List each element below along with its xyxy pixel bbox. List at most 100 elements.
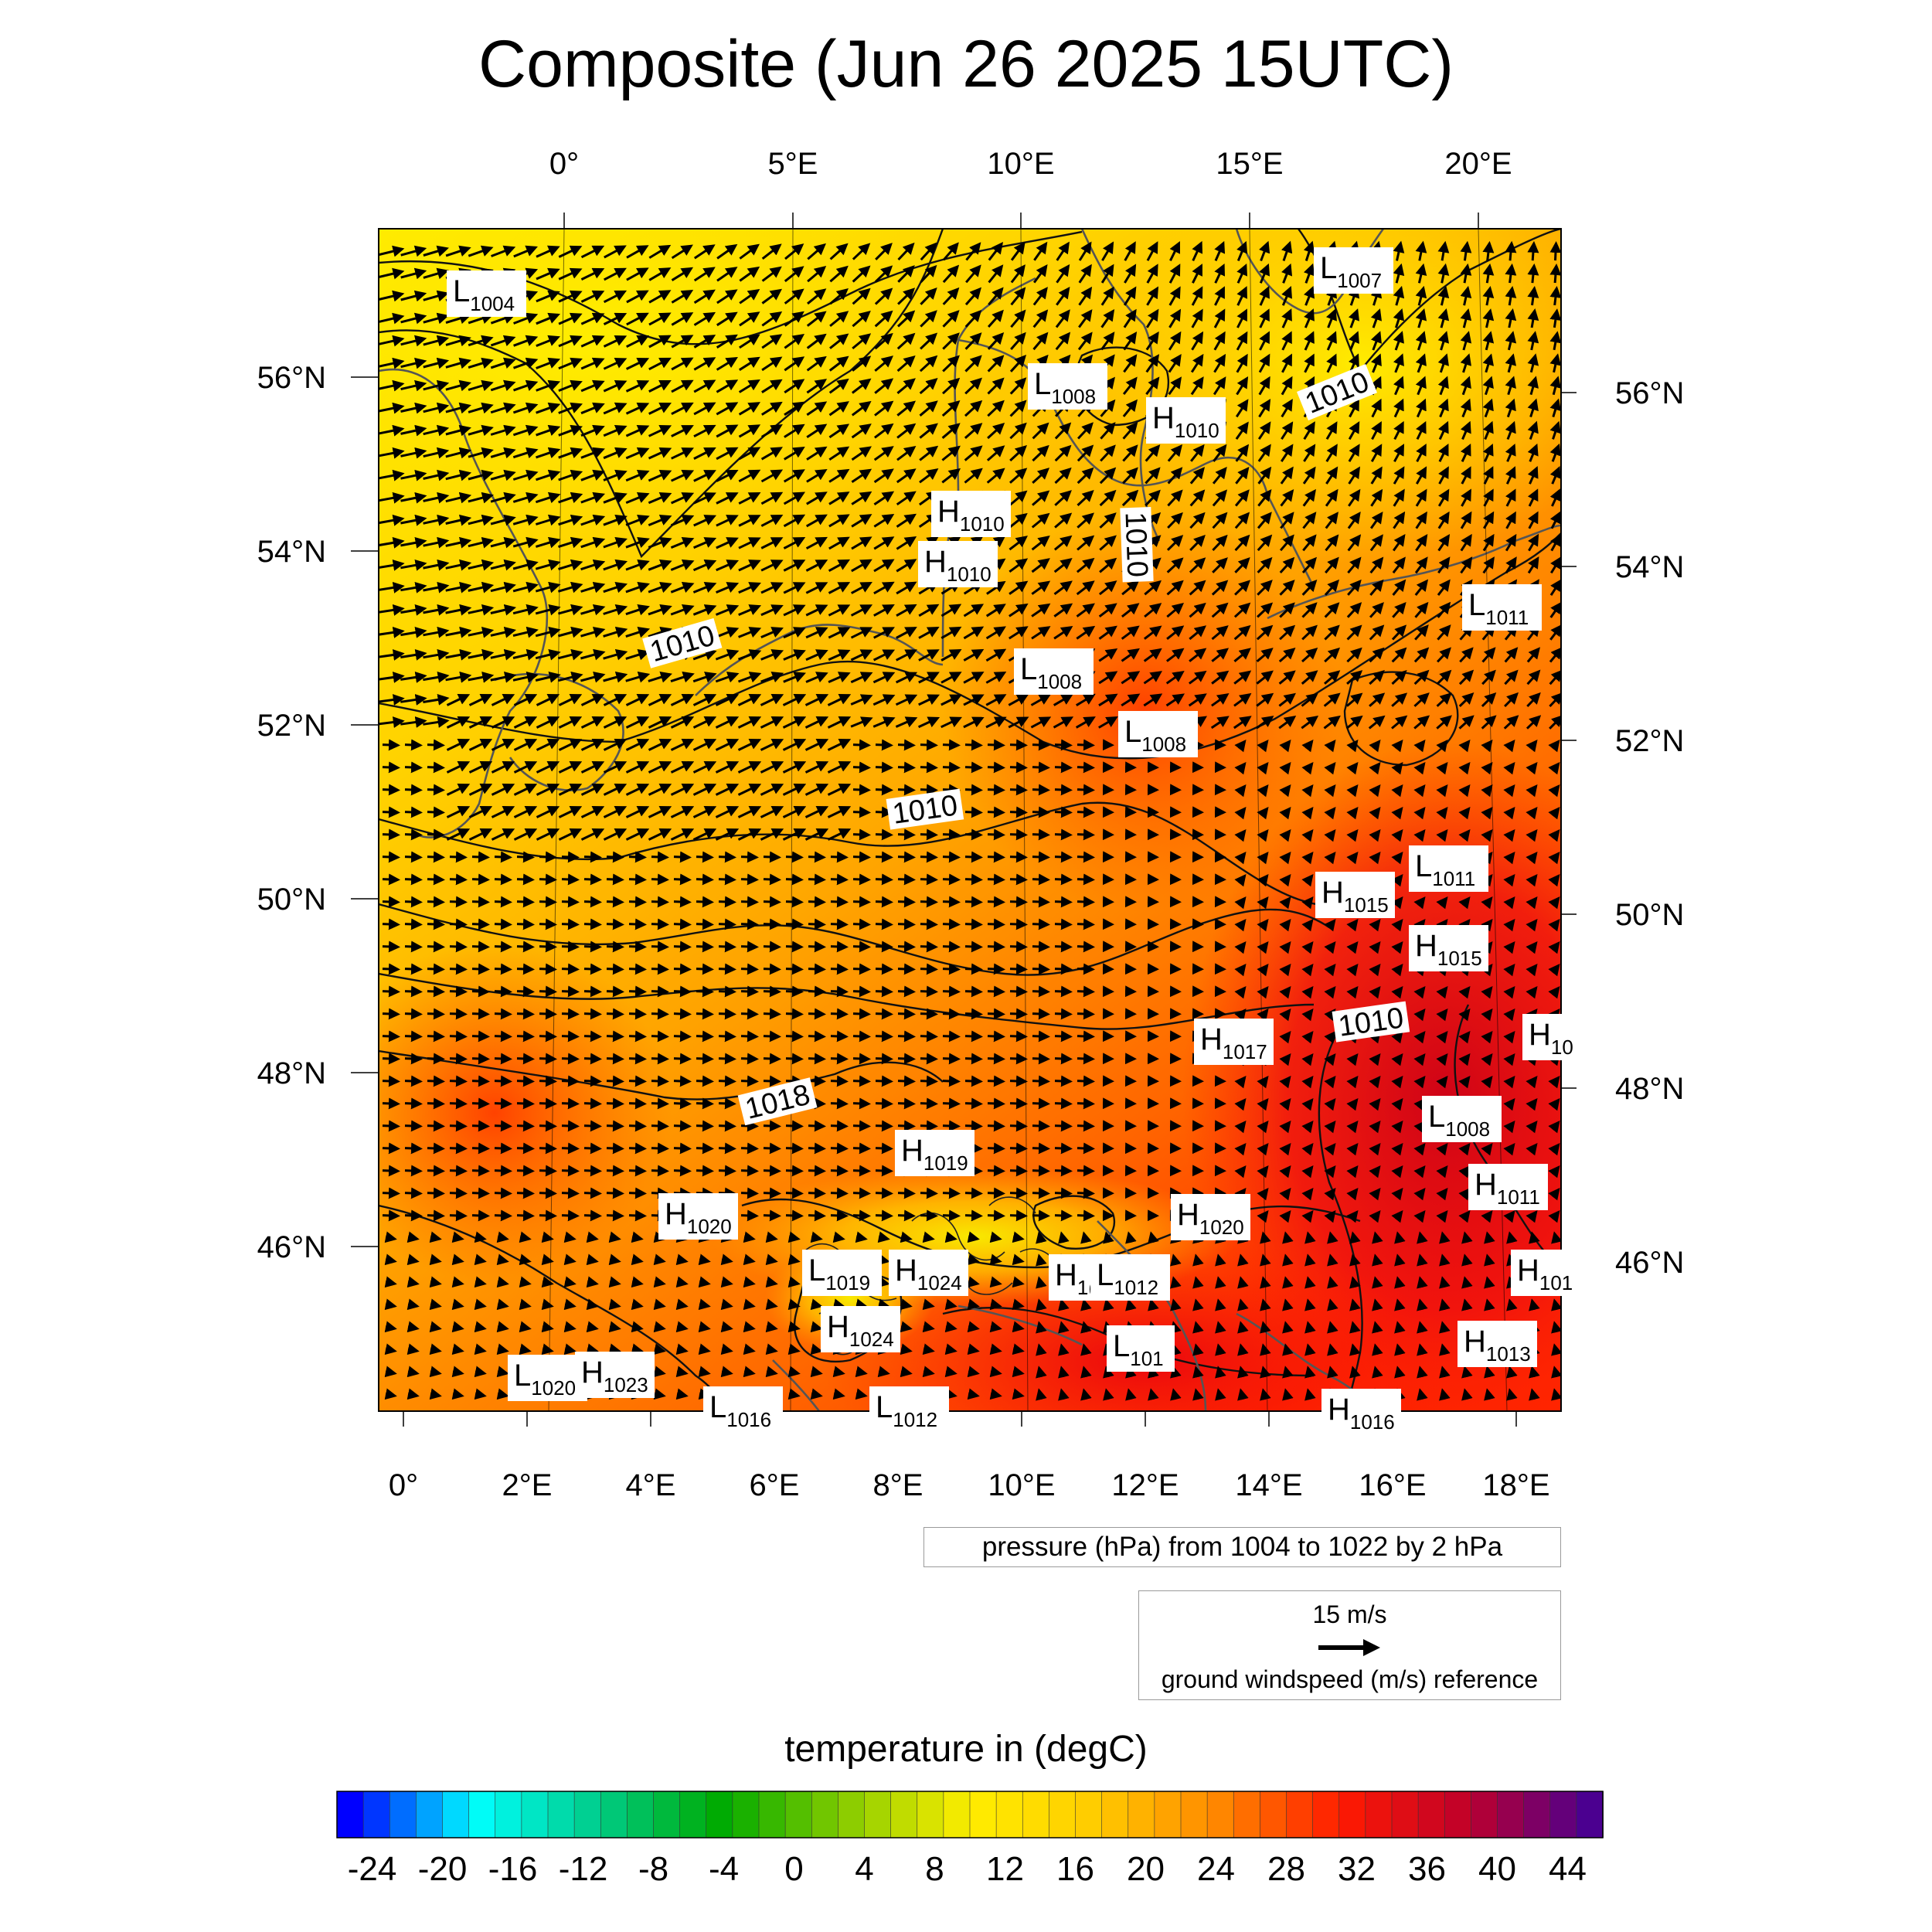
wind-arrow <box>1168 264 1181 284</box>
wind-arrow <box>1032 1008 1050 1020</box>
wind-arrow <box>785 1030 804 1043</box>
wind-arrow <box>651 1075 669 1087</box>
wind-arrow <box>964 1120 983 1132</box>
wind-arrow <box>427 1053 445 1065</box>
wind-arrow <box>494 1053 512 1065</box>
bottom-axis: 0° 2°E 4°E 6°E 8°E 10°E 12°E 14°E 16°E 1… <box>389 1468 1550 1502</box>
wind-arrow <box>423 267 449 280</box>
wind-arrow <box>693 447 716 460</box>
wind-arrow <box>512 424 539 437</box>
wind-arrow <box>942 1030 961 1043</box>
wind-arrow <box>1326 353 1337 373</box>
wind-arrow <box>874 287 893 305</box>
wind-arrow <box>404 896 423 908</box>
wind-arrow <box>1054 963 1073 975</box>
wind-arrow <box>964 784 983 796</box>
wind-arrow <box>1100 332 1115 351</box>
wind-arrow <box>400 447 427 459</box>
wind-arrow <box>1077 896 1095 908</box>
wind-arrow <box>539 1165 557 1177</box>
wind-arrow <box>942 310 960 328</box>
wind-arrow <box>673 1120 692 1132</box>
wind-arrow <box>400 290 427 302</box>
wind-arrow <box>449 1165 468 1177</box>
bottom-axis-label: 16°E <box>1359 1468 1426 1502</box>
wind-arrow <box>760 447 783 461</box>
wind-arrow <box>829 311 849 328</box>
wind-arrow <box>628 1142 647 1155</box>
pressure-center-value: 1015 <box>1437 947 1482 970</box>
wind-arrow <box>1393 376 1404 396</box>
wind-arrow <box>583 918 602 930</box>
wind-arrow <box>606 1120 624 1132</box>
wind-arrow <box>382 1075 400 1087</box>
wind-arrow <box>427 1165 445 1177</box>
wind-arrow <box>830 918 849 930</box>
wind-arrow <box>1032 963 1050 975</box>
wind-arrow <box>539 1187 557 1199</box>
wind-arrow <box>1505 420 1516 440</box>
wind-arrow <box>427 896 445 908</box>
colorbar-bin <box>1576 1791 1604 1838</box>
wind-arrow <box>1303 240 1315 261</box>
pressure-center-value: 1010 <box>960 512 1005 536</box>
pressure-center-value: 1020 <box>1199 1216 1244 1239</box>
wind-arrow <box>471 896 490 908</box>
wind-arrow <box>851 446 872 461</box>
wind-arrow <box>427 918 445 930</box>
wind-arrow <box>1437 240 1450 261</box>
wind-arrow <box>830 963 849 975</box>
wind-arrow <box>449 896 468 908</box>
wind-arrow <box>648 335 672 349</box>
wind-arrow <box>1169 241 1180 261</box>
wind-arrow <box>740 851 759 863</box>
wind-arrow <box>784 266 804 283</box>
wind-arrow <box>920 896 938 908</box>
wind-arrow <box>897 1008 916 1020</box>
page-title: Composite (Jun 26 2025 15UTC) <box>478 27 1454 101</box>
wind-arrow <box>696 1030 714 1043</box>
wind-arrow <box>852 784 871 796</box>
wind-arrow <box>828 378 849 394</box>
wind-arrow <box>920 761 938 774</box>
wind-arrow <box>875 1053 893 1065</box>
wind-arrow <box>693 424 716 438</box>
wind-arrow <box>423 335 450 347</box>
wind-arrow <box>942 1120 961 1132</box>
wind-arrow <box>494 1120 512 1132</box>
wind-arrow <box>1077 1075 1095 1087</box>
wind-arrow <box>852 806 871 818</box>
wind-arrow <box>987 1030 1005 1043</box>
wind-arrow <box>897 873 916 886</box>
wind-arrow <box>897 1075 916 1087</box>
left-axis-label: 46°N <box>257 1230 326 1264</box>
pressure-center-label: L1012 <box>869 1386 949 1433</box>
wind-arrow <box>603 424 628 437</box>
wind-arrow <box>673 918 692 930</box>
wind-arrow <box>1460 240 1472 261</box>
wind-arrow <box>445 447 472 459</box>
wind-arrow <box>1054 873 1073 886</box>
wind-arrow <box>651 1120 669 1132</box>
right-axis-label: 50°N <box>1615 898 1684 932</box>
wind-arrow <box>580 447 605 459</box>
wind-arrow <box>626 335 649 349</box>
wind-arrow <box>382 739 400 751</box>
wind-arrow <box>1393 285 1405 306</box>
wind-arrow <box>965 242 981 261</box>
wind-arrow <box>1281 376 1293 396</box>
wind-arrow <box>716 356 738 371</box>
wind-arrow <box>423 447 450 459</box>
wind-arrow <box>696 963 714 975</box>
wind-arrow <box>1460 420 1471 440</box>
wind-arrow <box>716 243 738 260</box>
wind-arrow <box>1304 308 1315 328</box>
wind-arrow <box>987 332 1005 350</box>
wind-arrow <box>1549 286 1561 306</box>
wind-arrow <box>1393 308 1405 328</box>
wind-arrow <box>606 1008 624 1020</box>
wind-arrow <box>875 1075 893 1087</box>
pressure-center-label: H1013 <box>1458 1321 1537 1367</box>
wind-arrow <box>491 245 516 257</box>
wind-arrow <box>964 896 983 908</box>
